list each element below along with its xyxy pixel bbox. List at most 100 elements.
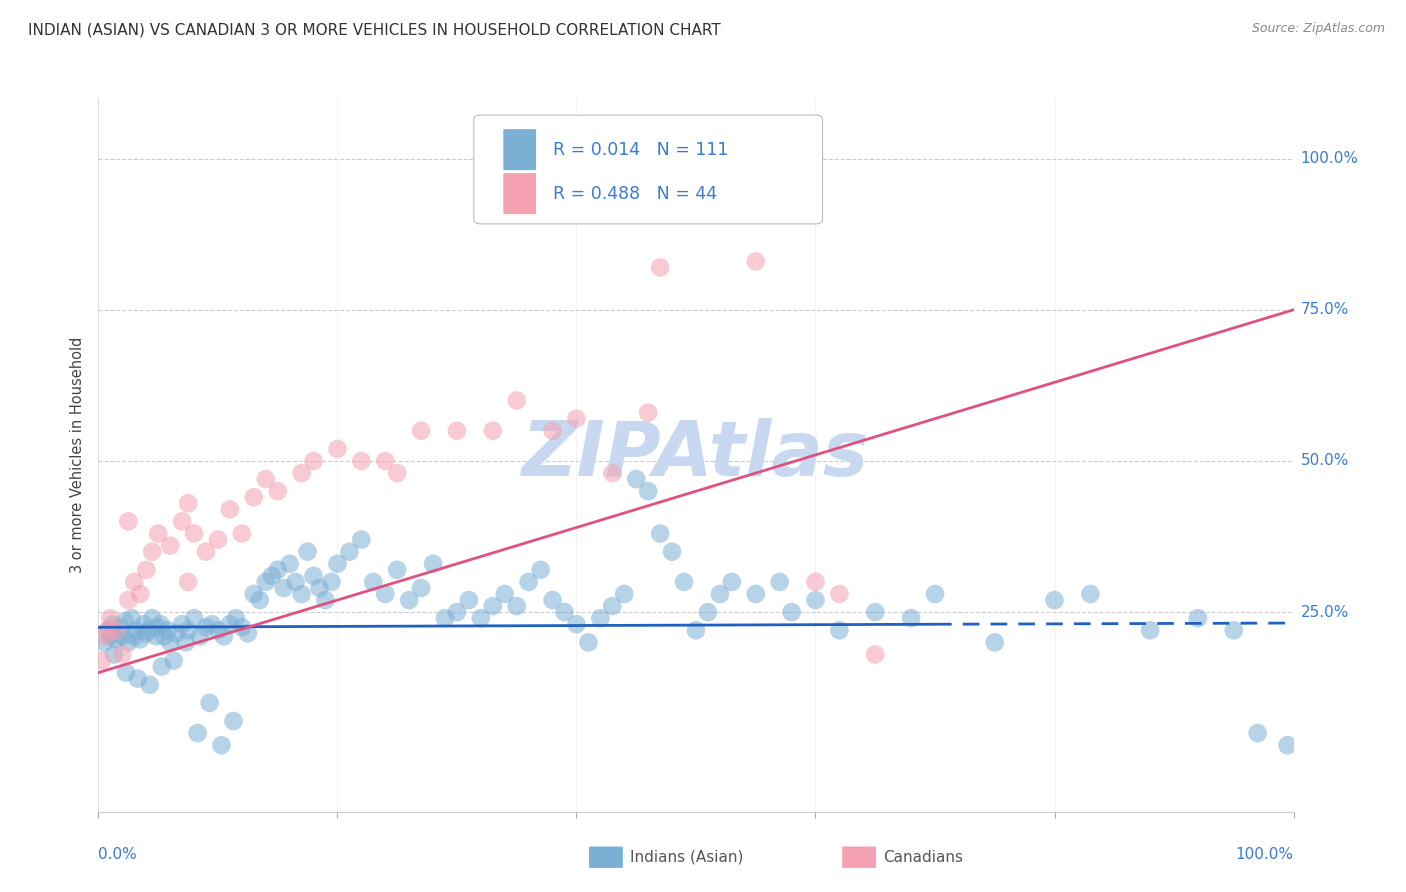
Point <box>576 635 599 649</box>
Point <box>97 624 120 638</box>
Point <box>804 574 827 589</box>
Point <box>983 635 1005 649</box>
Point <box>211 738 233 752</box>
Text: R = 0.488   N = 44: R = 0.488 N = 44 <box>553 185 717 202</box>
Point <box>93 635 115 649</box>
Point <box>115 665 138 680</box>
Point <box>457 593 479 607</box>
Point <box>174 635 197 649</box>
Text: INDIAN (ASIAN) VS CANADIAN 3 OR MORE VEHICLES IN HOUSEHOLD CORRELATION CHART: INDIAN (ASIAN) VS CANADIAN 3 OR MORE VEH… <box>28 22 721 37</box>
Point <box>278 557 301 571</box>
Point <box>108 620 131 634</box>
Point <box>481 424 505 438</box>
Point <box>350 533 373 547</box>
Point <box>141 611 163 625</box>
Point <box>132 617 155 632</box>
Point <box>374 454 396 468</box>
Point <box>554 605 576 619</box>
Point <box>145 629 167 643</box>
Point <box>194 620 217 634</box>
Point <box>1139 624 1161 638</box>
Point <box>363 574 385 589</box>
Point <box>828 587 851 601</box>
Point <box>236 626 259 640</box>
Point <box>290 587 312 601</box>
Point <box>267 563 290 577</box>
Text: Source: ZipAtlas.com: Source: ZipAtlas.com <box>1251 22 1385 36</box>
Point <box>249 593 271 607</box>
Point <box>648 260 672 275</box>
Text: 25.0%: 25.0% <box>1301 605 1348 620</box>
Point <box>517 574 540 589</box>
Point <box>135 563 157 577</box>
Text: Indians (Asian): Indians (Asian) <box>630 850 744 864</box>
Point <box>422 557 444 571</box>
Point <box>187 726 209 740</box>
Point <box>863 605 886 619</box>
Point <box>385 563 409 577</box>
Point <box>212 629 235 643</box>
Point <box>600 466 623 480</box>
Point <box>98 629 122 643</box>
Point <box>127 672 149 686</box>
Text: ZIPAtlas: ZIPAtlas <box>522 418 870 491</box>
Point <box>506 393 529 408</box>
Text: 100.0%: 100.0% <box>1236 847 1294 863</box>
Point <box>529 563 551 577</box>
Point <box>183 611 205 625</box>
Point <box>129 632 152 647</box>
Point <box>222 714 245 728</box>
Point <box>697 605 720 619</box>
Point <box>172 617 194 632</box>
Point <box>101 617 124 632</box>
Text: R = 0.014   N = 111: R = 0.014 N = 111 <box>553 141 728 159</box>
Point <box>828 624 851 638</box>
Point <box>924 587 946 601</box>
Point <box>1246 726 1268 740</box>
Point <box>673 574 696 589</box>
Point <box>267 484 290 499</box>
Point <box>260 569 283 583</box>
Point <box>124 629 146 643</box>
Point <box>117 515 139 529</box>
Point <box>207 533 229 547</box>
Point <box>321 574 343 589</box>
Point <box>1187 611 1209 625</box>
Point <box>780 605 803 619</box>
Point <box>600 599 623 613</box>
Point <box>129 587 152 601</box>
Point <box>1222 624 1246 638</box>
Point <box>254 574 277 589</box>
Point <box>308 581 330 595</box>
Point <box>297 544 319 558</box>
Point <box>624 472 647 486</box>
Point <box>207 624 229 638</box>
Text: 100.0%: 100.0% <box>1301 151 1358 166</box>
Point <box>194 544 217 558</box>
Point <box>105 624 128 638</box>
Point <box>863 648 886 662</box>
Point <box>219 502 242 516</box>
Point <box>165 626 187 640</box>
Point <box>254 472 277 486</box>
Point <box>385 466 409 480</box>
Point <box>326 442 349 456</box>
Point <box>446 605 468 619</box>
Point <box>114 614 136 628</box>
Point <box>188 629 211 643</box>
Point <box>481 599 505 613</box>
Point <box>148 526 170 541</box>
Point <box>117 635 139 649</box>
Point <box>111 648 134 662</box>
Text: 50.0%: 50.0% <box>1301 453 1348 468</box>
Point <box>411 424 433 438</box>
Point <box>350 454 373 468</box>
Point <box>506 599 529 613</box>
Point <box>177 496 200 510</box>
Point <box>124 574 146 589</box>
Point <box>225 611 247 625</box>
Y-axis label: 3 or more Vehicles in Household: 3 or more Vehicles in Household <box>70 337 86 573</box>
Point <box>637 406 659 420</box>
Point <box>159 635 181 649</box>
Text: 0.0%: 0.0% <box>98 847 138 863</box>
